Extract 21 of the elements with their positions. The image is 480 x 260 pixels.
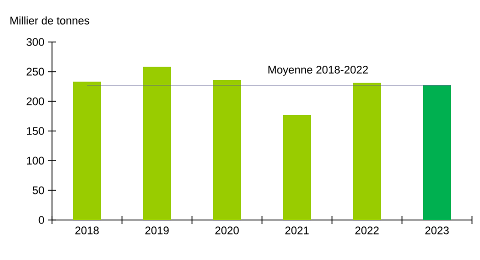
x-tick-label: 2019 [145,226,169,234]
x-tick-label: 2021 [285,226,309,234]
bar [283,114,311,220]
y-tick-label: 100 [26,156,44,165]
y-tick-label: 50 [32,186,44,194]
y-tick-label: 200 [26,97,44,106]
y-tick-label: 0 [38,216,44,224]
bar [213,80,241,220]
bar [73,82,102,220]
bar [422,85,451,220]
x-tick-label: 2023 [425,226,449,234]
x-tick-label: 2020 [215,226,239,234]
y-tick-label: 150 [26,127,44,135]
ref-line-label: Moyenne 2018-2022 [268,66,368,76]
y-axis-title: Millier de tonnes [10,16,90,24]
x-tick-label: 2018 [75,226,99,234]
x-tick-label: 2022 [355,226,379,234]
bar [352,82,381,220]
y-tick-label: 300 [26,38,44,46]
y-tick-label: 250 [26,68,44,76]
bar [143,66,172,220]
